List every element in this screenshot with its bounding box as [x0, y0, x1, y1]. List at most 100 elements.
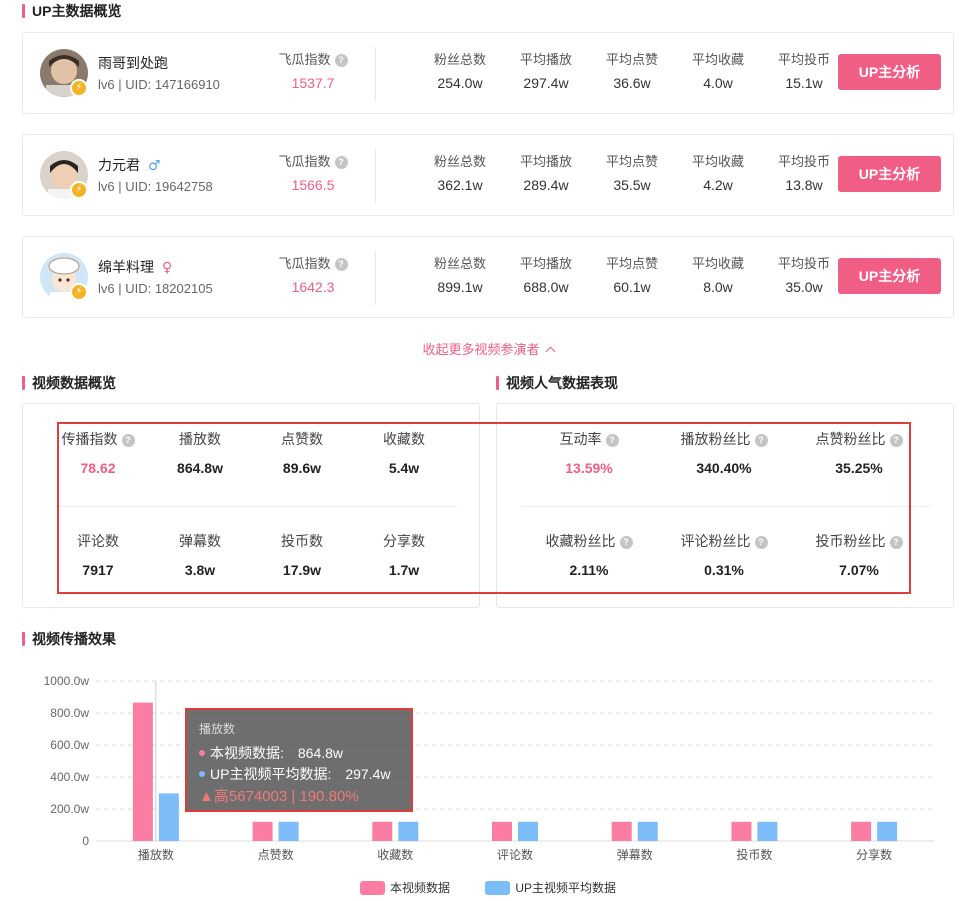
up-name-text: 力元君 — [98, 157, 140, 173]
metric-value: 4.0w — [703, 75, 733, 91]
metric-avg-fav: 平均收藏 4.0w — [673, 51, 763, 91]
metric-label: 平均收藏 — [691, 256, 744, 271]
lightning-badge-icon: ⚡ — [70, 181, 88, 199]
help-icon[interactable]: ? — [754, 536, 768, 549]
up-analysis-button[interactable]: UP主分析 — [838, 156, 941, 192]
bar-this-video — [132, 702, 153, 841]
metric-fans: 粉丝总数 362.1w — [415, 153, 505, 193]
metric-value: 899.1w — [437, 279, 483, 295]
video-stat: 评论数 7917 — [43, 532, 153, 578]
up-name[interactable]: 雨哥到处跑 — [98, 53, 168, 73]
metric-avg-like: 平均点赞 60.1w — [587, 255, 677, 295]
stat-label: 收藏数 — [383, 431, 425, 447]
stat-value: 17.9w — [282, 562, 322, 578]
video-stat: 点赞数 89.6w — [247, 430, 357, 476]
bar-up-average — [278, 821, 299, 841]
metric-value: 1642.3 — [291, 279, 335, 295]
help-icon[interactable]: ? — [754, 434, 768, 447]
stat-label: 投币粉丝比 — [815, 533, 886, 549]
stat-value: 340.40% — [696, 460, 752, 476]
up-card: ⚡ 绵羊料理 ♀ lv6 | UID: 18202105 飞瓜指数? 1642.3 粉丝总数… — [22, 236, 954, 318]
metric-feigua: 飞瓜指数? 1642.3 — [268, 255, 358, 295]
stat-value: 35.25% — [835, 460, 883, 476]
help-icon[interactable]: ? — [605, 434, 619, 447]
bar-this-video — [372, 821, 393, 841]
stat-value: 78.62 — [80, 460, 116, 476]
avatar[interactable] — [40, 49, 88, 97]
chart-legend: 本视频数据 UP主视频平均数据 — [0, 879, 976, 896]
video-stat: 弹幕数 3.8w — [145, 532, 255, 578]
popularity-stat: 播放粉丝比? 340.40% — [669, 430, 779, 476]
video-stat: 收藏数 5.4w — [349, 430, 459, 476]
metric-avg-coin: 平均投币 35.0w — [759, 255, 849, 295]
metric-value: 35.5w — [613, 177, 651, 193]
up-analysis-button[interactable]: UP主分析 — [838, 258, 941, 294]
dot-icon — [199, 750, 205, 756]
up-meta: lv6 | UID: 147166910 — [98, 77, 220, 92]
metric-label: 飞瓜指数 — [278, 52, 331, 67]
legend-item-up-average[interactable]: UP主视频平均数据 — [485, 879, 616, 896]
lightning-badge-icon: ⚡ — [70, 79, 88, 97]
stat-value: 1.7w — [388, 562, 420, 578]
metric-value: 13.8w — [785, 177, 823, 193]
avatar[interactable] — [40, 253, 88, 301]
metric-label: 粉丝总数 — [433, 52, 486, 67]
divider — [57, 506, 457, 507]
y-tick-label: 1000.0w — [44, 674, 90, 688]
stat-value: 5.4w — [388, 460, 420, 476]
metric-avg-fav: 平均收藏 8.0w — [673, 255, 763, 295]
metric-avg-play: 平均播放 688.0w — [501, 255, 591, 295]
stat-label: 弹幕数 — [179, 533, 221, 549]
legend-item-this-video[interactable]: 本视频数据 — [359, 879, 450, 896]
help-icon[interactable]: ? — [889, 536, 903, 549]
bar-up-average — [158, 793, 179, 841]
stat-label: 点赞粉丝比 — [815, 431, 886, 447]
tooltip-row1-label: 本视频数据: — [210, 745, 284, 761]
help-icon[interactable]: ? — [889, 434, 903, 447]
metric-feigua: 飞瓜指数? 1537.7 — [268, 51, 358, 91]
popularity-stat: 收藏粉丝比? 2.11% — [534, 532, 644, 578]
bar-up-average — [518, 821, 538, 841]
stat-value: 7917 — [82, 562, 114, 578]
video-spread-title: 视频传播效果 — [22, 631, 116, 647]
stat-value: 2.11% — [569, 562, 609, 578]
up-name-text: 绵羊料理 — [98, 259, 154, 275]
metric-label: 粉丝总数 — [433, 154, 486, 169]
metric-avg-like: 平均点赞 35.5w — [587, 153, 677, 193]
help-icon[interactable]: ? — [334, 156, 348, 169]
metric-fans: 粉丝总数 254.0w — [415, 51, 505, 91]
metric-fans: 粉丝总数 899.1w — [415, 255, 505, 295]
metric-label: 平均播放 — [519, 256, 572, 271]
help-icon[interactable]: ? — [619, 536, 633, 549]
up-meta: lv6 | UID: 18202105 — [98, 281, 213, 296]
y-tick-label: 200.0w — [50, 802, 89, 816]
up-name[interactable]: 力元君 ♂ — [98, 155, 161, 175]
help-icon[interactable]: ? — [334, 54, 348, 67]
up-name[interactable]: 绵羊料理 ♀ — [98, 257, 172, 277]
stat-value: 3.8w — [184, 562, 216, 578]
bar-up-average — [398, 821, 419, 841]
help-icon[interactable]: ? — [121, 434, 135, 447]
up-analysis-button[interactable]: UP主分析 — [838, 54, 941, 90]
up-name-text: 雨哥到处跑 — [98, 55, 168, 71]
tooltip-row1-value: 864.8w — [297, 745, 344, 761]
metric-value: 1566.5 — [291, 177, 335, 193]
metric-avg-coin: 平均投币 13.8w — [759, 153, 849, 193]
video-stat: 播放数 864.8w — [145, 430, 255, 476]
tooltip-row2-label: UP主视频平均数据: — [210, 766, 332, 782]
x-tick-label: 点赞数 — [258, 847, 294, 862]
help-icon[interactable]: ? — [334, 258, 348, 271]
bar-this-video — [492, 821, 512, 841]
metric-value: 1537.7 — [291, 75, 335, 91]
metric-avg-fav: 平均收藏 4.2w — [673, 153, 763, 193]
video-stat: 传播指数? 78.62 — [43, 430, 153, 476]
metric-avg-like: 平均点赞 36.6w — [587, 51, 677, 91]
stat-label: 传播指数 — [61, 431, 118, 447]
bar-this-video — [731, 821, 752, 841]
metric-value: 297.4w — [523, 75, 569, 91]
y-tick-label: 600.0w — [50, 738, 89, 752]
collapse-more-link[interactable]: 收起更多视频参演者 — [0, 339, 976, 358]
tooltip-row2-value: 297.4w — [345, 766, 391, 782]
metric-value: 289.4w — [523, 177, 569, 193]
